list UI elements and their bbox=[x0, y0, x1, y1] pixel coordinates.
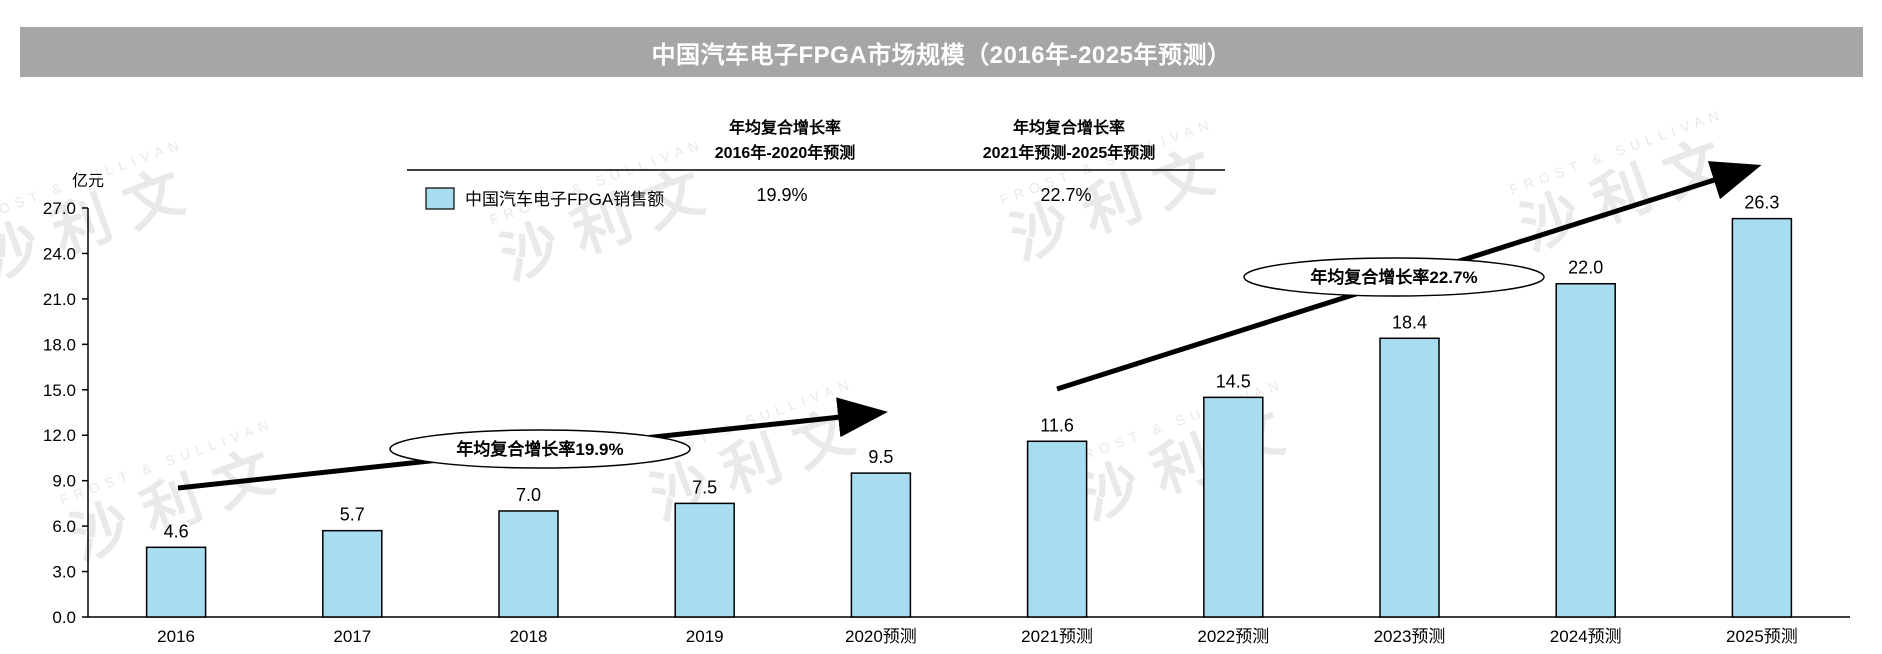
bar-value-label: 26.3 bbox=[1744, 193, 1779, 213]
x-tick-label: 2018 bbox=[510, 627, 548, 646]
y-tick-label: 6.0 bbox=[52, 517, 76, 536]
cagr-header-line2: 2021年预测-2025年预测 bbox=[983, 143, 1156, 162]
legend-label: 中国汽车电子FPGA销售额 bbox=[465, 190, 664, 209]
cagr-header-line2: 2016年-2020年预测 bbox=[715, 143, 856, 162]
x-tick-label: 2025预测 bbox=[1726, 627, 1798, 646]
cagr-annotation-text: 年均复合增长率22.7% bbox=[1310, 267, 1477, 287]
y-unit-label: 亿元 bbox=[72, 172, 104, 190]
y-tick-label: 12.0 bbox=[43, 426, 76, 445]
y-tick-label: 24.0 bbox=[43, 244, 76, 263]
cagr-value: 19.9% bbox=[756, 185, 807, 205]
legend-swatch bbox=[425, 187, 455, 210]
bar-value-label: 7.0 bbox=[516, 485, 541, 505]
y-tick-label: 0.0 bbox=[52, 608, 76, 627]
y-tick-label: 21.0 bbox=[43, 290, 76, 309]
bar bbox=[322, 529, 383, 618]
chart-title: 中国汽车电子FPGA市场规模（2016年-2025年预测） bbox=[20, 27, 1863, 77]
x-tick-label: 2022预测 bbox=[1197, 627, 1269, 646]
x-tick-label: 2016 bbox=[157, 627, 195, 646]
bar-value-label: 22.0 bbox=[1568, 258, 1603, 278]
bar bbox=[1203, 396, 1264, 618]
bar bbox=[1379, 337, 1440, 618]
bar bbox=[850, 472, 912, 618]
x-tick-label: 2017 bbox=[333, 627, 371, 646]
bar bbox=[1026, 440, 1088, 618]
cagr-annotation-ellipse bbox=[1243, 257, 1545, 297]
bar bbox=[1555, 282, 1616, 618]
cagr-value: 22.7% bbox=[1040, 185, 1091, 205]
y-tick-label: 18.0 bbox=[43, 335, 76, 354]
bar-value-label: 11.6 bbox=[1040, 415, 1074, 435]
bar bbox=[498, 510, 559, 618]
bar-value-label: 4.6 bbox=[164, 521, 189, 541]
bar-value-label: 9.5 bbox=[868, 447, 893, 467]
cagr-annotation-ellipse bbox=[389, 429, 691, 469]
bar-value-label: 5.7 bbox=[340, 505, 365, 525]
cagr-header-line1: 年均复合增长率 bbox=[729, 118, 841, 137]
bar-value-label: 14.5 bbox=[1216, 371, 1251, 391]
cagr-annotation-text: 年均复合增长率19.9% bbox=[456, 439, 623, 459]
x-tick-label: 2019 bbox=[686, 627, 724, 646]
y-tick-label: 15.0 bbox=[43, 381, 76, 400]
bar bbox=[1731, 217, 1793, 618]
x-tick-label: 2024预测 bbox=[1550, 627, 1622, 646]
x-tick-label: 2020预测 bbox=[845, 627, 917, 646]
x-tick-label: 2021预测 bbox=[1021, 627, 1093, 646]
bar-value-label: 7.5 bbox=[692, 477, 717, 497]
x-tick-label: 2023预测 bbox=[1374, 627, 1446, 646]
y-tick-label: 27.0 bbox=[43, 199, 76, 218]
y-tick-label: 9.0 bbox=[52, 472, 76, 491]
bar bbox=[674, 502, 735, 618]
bar-value-label: 18.4 bbox=[1392, 312, 1427, 332]
cagr-header-line1: 年均复合增长率 bbox=[1013, 118, 1125, 137]
y-tick-label: 3.0 bbox=[52, 563, 76, 582]
bar bbox=[145, 546, 207, 618]
